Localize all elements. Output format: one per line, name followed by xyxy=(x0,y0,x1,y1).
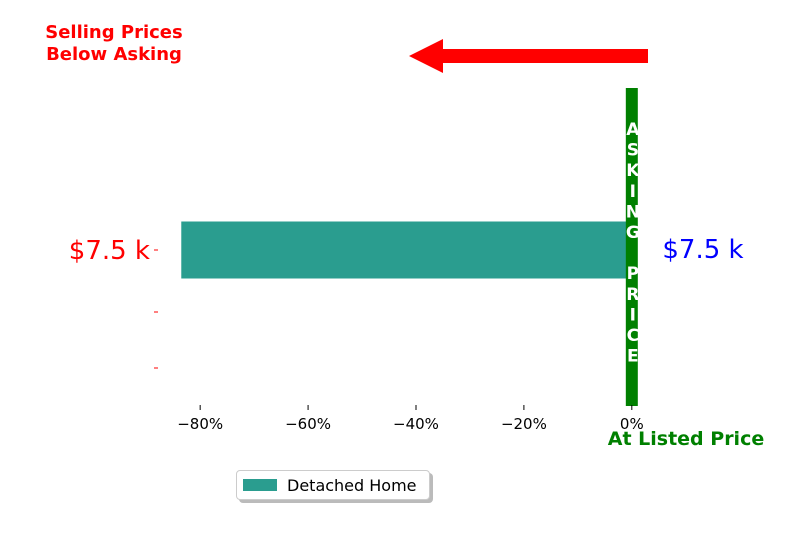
x-tick-label: −80% xyxy=(177,415,223,433)
y-tick-label: $7.5 k xyxy=(69,236,150,266)
x-tick-label: −20% xyxy=(501,415,547,433)
asking-price-letter: G xyxy=(626,223,640,243)
asking-price-letter: C xyxy=(627,326,639,346)
asking-price-letter: P xyxy=(627,264,639,284)
asking-price-letter: R xyxy=(626,285,639,305)
legend-swatch-detached-home xyxy=(243,479,277,491)
annotation-selling-below-line2: Below Asking xyxy=(46,44,182,65)
x-tick-label: 0% xyxy=(620,415,644,433)
asking-price-letter: A xyxy=(626,120,640,140)
legend: Detached Home xyxy=(236,470,430,500)
x-tick-label: −60% xyxy=(285,415,331,433)
x-tick-label: −40% xyxy=(393,415,439,433)
legend-label-detached-home: Detached Home xyxy=(287,475,417,495)
bar-1 xyxy=(181,221,632,279)
annotation-at-listed-price: At Listed Price xyxy=(608,428,764,450)
asking-price-letter: I xyxy=(630,305,636,325)
asking-price-letter: N xyxy=(626,202,640,222)
annotation-selling-below-line1: Selling Prices xyxy=(45,22,182,43)
asking-price-letter: I xyxy=(630,182,636,202)
asking-price-letter: E xyxy=(627,347,639,367)
asking-price-letter: K xyxy=(626,161,640,181)
right-price-label: $7.5 k xyxy=(662,235,743,265)
left-arrow xyxy=(409,39,648,73)
asking-price-line xyxy=(625,88,638,406)
asking-price-letter: S xyxy=(627,141,639,161)
